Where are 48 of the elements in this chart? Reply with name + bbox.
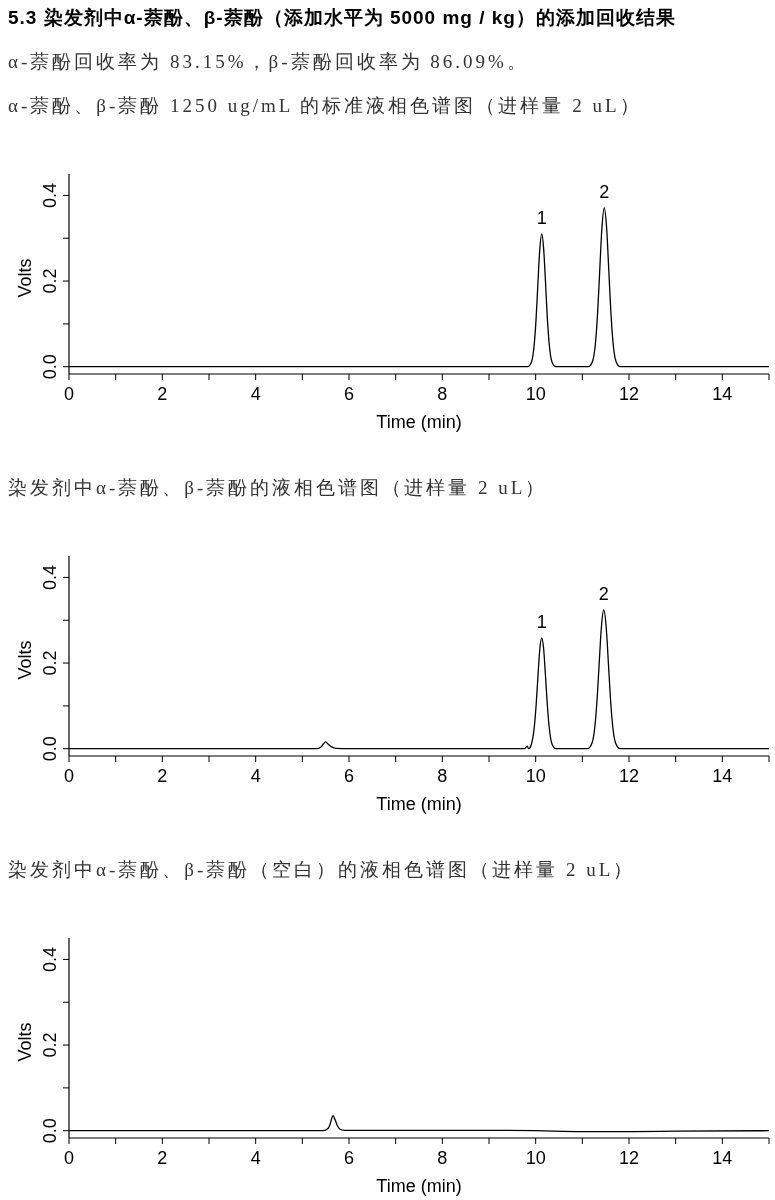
y-tick-label: 0.4	[40, 182, 60, 208]
x-tick-label: 4	[250, 765, 261, 786]
y-tick-label: 0.0	[40, 736, 60, 762]
x-tick-label: 14	[712, 765, 733, 786]
x-tick-label: 6	[343, 765, 355, 786]
y-tick-label: 0.0	[40, 1118, 60, 1144]
x-tick-label: 0	[63, 383, 75, 404]
x-tick-label: 4	[250, 1147, 261, 1168]
x-axis-title: Time (min)	[376, 412, 462, 432]
x-axis-title: Time (min)	[376, 794, 462, 814]
y-tick-label: 0.4	[40, 564, 60, 590]
chart-title: 染发剂中α-萘酚、β-萘酚（空白）的液相色谱图（进样量 2 uL）	[8, 858, 636, 882]
y-axis-title: Volts	[15, 640, 35, 680]
x-tick-label: 10	[525, 1147, 546, 1168]
y-tick-label: 0.0	[40, 354, 60, 380]
x-tick-label: 0	[63, 1147, 75, 1168]
annotation: 1	[536, 207, 547, 228]
y-tick-label: 0.2	[40, 1032, 60, 1058]
text: α-萘酚回收率为 83.15%，β-萘酚回收率为 86.09%。	[8, 50, 529, 74]
x-tick-label: 14	[712, 383, 733, 404]
x-tick-label: 12	[618, 765, 640, 786]
x-tick-label: 8	[437, 1147, 448, 1168]
x-tick-label: 6	[343, 383, 355, 404]
y-axis-title: Volts	[15, 258, 35, 298]
x-tick-label: 12	[618, 1147, 640, 1168]
x-tick-label: 8	[437, 765, 448, 786]
y-tick-label: 0.4	[40, 946, 60, 972]
x-tick-label: 10	[525, 765, 546, 786]
x-axis-title: Time (min)	[376, 1176, 462, 1196]
x-tick-label: 2	[157, 765, 168, 786]
x-tick-label: 6	[343, 1147, 355, 1168]
x-tick-label: 0	[63, 765, 75, 786]
x-tick-label: 12	[618, 383, 640, 404]
chart-title: 染发剂中α-萘酚、β-萘酚的液相色谱图（进样量 2 uL）	[8, 476, 548, 500]
annotation: 2	[599, 181, 610, 202]
y-tick-label: 0.2	[40, 268, 60, 294]
text: 5.3 染发剂中α-萘酚、β-萘酚（添加水平为 5000 mg / kg）的添加回收结果	[8, 6, 676, 30]
x-tick-label: 10	[525, 383, 546, 404]
annotation: 1	[536, 611, 547, 632]
annotation: 2	[598, 583, 609, 604]
y-axis-title: Volts	[15, 1022, 35, 1062]
x-tick-label: 14	[712, 1147, 733, 1168]
x-tick-label: 2	[157, 383, 168, 404]
y-tick-label: 0.2	[40, 650, 60, 676]
chart-title: α-萘酚、β-萘酚 1250 ug/mL 的标准液相色谱图（进样量 2 uL）	[8, 94, 642, 118]
x-tick-label: 8	[437, 383, 448, 404]
x-tick-label: 4	[250, 383, 261, 404]
x-tick-label: 2	[157, 1147, 168, 1168]
